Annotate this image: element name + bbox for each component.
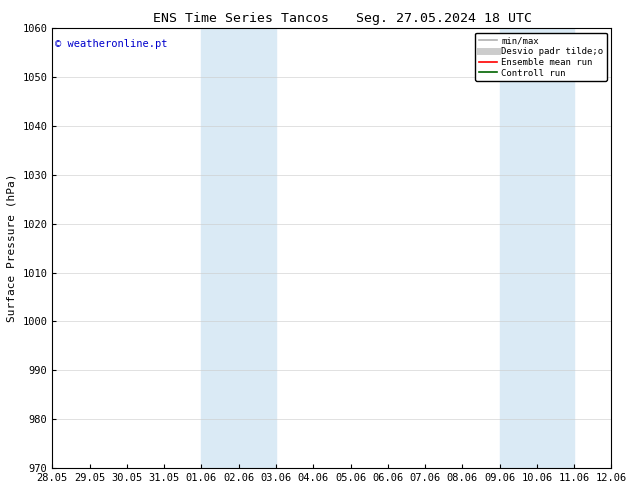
- Text: ENS Time Series Tancos: ENS Time Series Tancos: [153, 12, 329, 25]
- Text: © weatheronline.pt: © weatheronline.pt: [55, 39, 167, 49]
- Y-axis label: Surface Pressure (hPa): Surface Pressure (hPa): [7, 174, 17, 322]
- Legend: min/max, Desvio padr tilde;o, Ensemble mean run, Controll run: min/max, Desvio padr tilde;o, Ensemble m…: [475, 33, 607, 81]
- Bar: [500, 28, 574, 468]
- Bar: [202, 28, 276, 468]
- Text: Seg. 27.05.2024 18 UTC: Seg. 27.05.2024 18 UTC: [356, 12, 532, 25]
